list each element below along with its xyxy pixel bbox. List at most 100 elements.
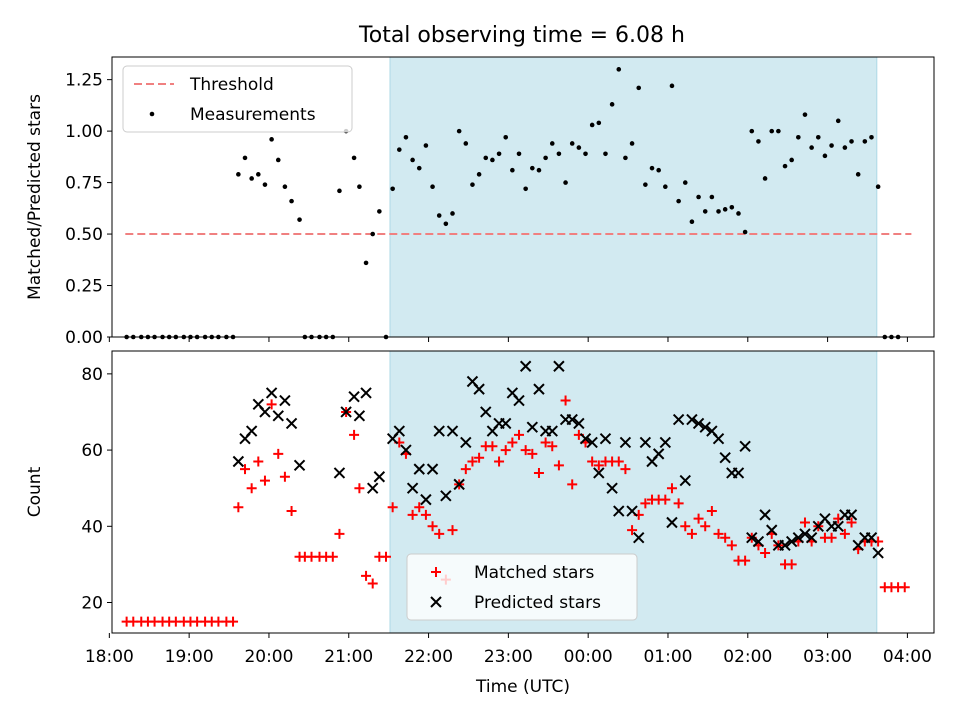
measurement-point bbox=[436, 213, 442, 218]
y-axis-label: Count bbox=[25, 466, 45, 517]
predicted-star-point bbox=[686, 413, 698, 426]
measurement-point bbox=[796, 134, 801, 140]
y-tick-label: 0.75 bbox=[65, 174, 103, 194]
measurement-point bbox=[496, 151, 502, 157]
predicted-star-point bbox=[433, 425, 445, 437]
measurement-point bbox=[503, 134, 509, 140]
measurement-point bbox=[269, 137, 274, 142]
measurement-point bbox=[869, 134, 874, 140]
measurement-point bbox=[722, 207, 728, 212]
measurement-point bbox=[822, 153, 828, 159]
predicted-star-point bbox=[719, 451, 731, 464]
measurement-point bbox=[835, 118, 841, 124]
matched-star-point bbox=[846, 517, 857, 528]
measurement-point bbox=[463, 141, 469, 146]
predicted-star-point bbox=[586, 436, 598, 449]
measurement-point bbox=[297, 217, 302, 222]
matched-star-point bbox=[666, 483, 677, 494]
measurement-point bbox=[663, 184, 668, 190]
measurement-point bbox=[576, 145, 582, 150]
matched-star-point bbox=[434, 528, 445, 539]
matched-star-point bbox=[327, 551, 338, 562]
measurement-point bbox=[589, 122, 595, 128]
measurement-point bbox=[855, 172, 861, 177]
predicted-star-point bbox=[446, 425, 459, 437]
predicted-star-point bbox=[579, 432, 592, 445]
x-tick-label: 23:00 bbox=[484, 647, 533, 667]
matched-star-point bbox=[527, 448, 538, 459]
x-tick-label: 19:00 bbox=[165, 647, 214, 667]
matched-star-point bbox=[514, 429, 525, 440]
matched-star-point bbox=[240, 464, 251, 475]
predicted-star-point bbox=[872, 547, 884, 559]
predicted-star-point bbox=[732, 467, 745, 479]
measurement-point bbox=[242, 155, 248, 161]
matched-star-point bbox=[560, 395, 571, 406]
matched-star-point bbox=[414, 502, 425, 513]
y-tick-label: 40 bbox=[81, 517, 103, 537]
matched-star-point bbox=[367, 578, 378, 589]
matched-star-point bbox=[520, 445, 531, 456]
observing-interval-shade bbox=[389, 57, 877, 337]
matched-star-point bbox=[253, 456, 264, 467]
y-tick-label: 0.50 bbox=[65, 225, 103, 245]
predicted-star-point bbox=[519, 360, 532, 372]
measurement-point bbox=[815, 134, 821, 140]
matched-star-point bbox=[839, 528, 850, 539]
matched-star-point bbox=[620, 464, 631, 475]
predicted-star-point bbox=[865, 532, 878, 544]
predicted-star-point bbox=[792, 532, 805, 544]
measurement-point bbox=[377, 209, 382, 214]
matched-star-point bbox=[613, 456, 624, 467]
measurement-point bbox=[337, 188, 342, 194]
measurement-point bbox=[569, 141, 575, 146]
matched-star-point bbox=[460, 464, 471, 475]
legend-threshold-label: Threshold bbox=[189, 75, 274, 95]
y-tick-label: 60 bbox=[81, 441, 103, 461]
measurement-point bbox=[842, 145, 848, 150]
measurement-point bbox=[636, 85, 642, 91]
axes-frame bbox=[111, 350, 935, 634]
predicted-star-point bbox=[566, 413, 578, 426]
measurement-point bbox=[357, 184, 362, 190]
matched-star-point bbox=[680, 521, 691, 532]
measurement-point bbox=[397, 147, 402, 152]
measurement-point bbox=[862, 139, 868, 144]
measurement-point bbox=[729, 204, 735, 210]
measurement-point bbox=[656, 167, 661, 173]
matched-star-point bbox=[720, 532, 731, 543]
axes-frame bbox=[111, 56, 935, 338]
y-tick-label: 0.25 bbox=[65, 277, 103, 297]
matched-star-point bbox=[706, 506, 717, 517]
x-tick-label: 03:00 bbox=[803, 647, 852, 667]
matched-star-point bbox=[361, 570, 372, 581]
matched-star-point bbox=[487, 441, 498, 452]
predicted-star-point bbox=[699, 421, 711, 433]
predicted-star-point bbox=[453, 478, 465, 491]
predicted-star-point bbox=[672, 413, 685, 426]
predicted-star-point bbox=[613, 505, 625, 517]
legend-measurements-swatch bbox=[149, 111, 155, 117]
matched-star-point bbox=[407, 509, 418, 520]
matched-star-point bbox=[228, 616, 239, 627]
matched-star-point bbox=[799, 517, 810, 528]
matched-star-point bbox=[334, 528, 345, 539]
measurement-point bbox=[756, 139, 761, 144]
matched-star-point bbox=[349, 429, 360, 440]
predicted-star-point bbox=[500, 417, 512, 430]
predicted-star-point bbox=[460, 436, 472, 449]
predicted-star-point bbox=[633, 532, 645, 544]
x-tick-label: 01:00 bbox=[643, 647, 692, 667]
measurement-point bbox=[430, 184, 435, 190]
matched-star-point bbox=[387, 502, 398, 513]
matched-star-point bbox=[494, 456, 505, 467]
x-tick-label: 21:00 bbox=[324, 647, 373, 667]
x-tick-label: 02:00 bbox=[723, 647, 772, 667]
legend-matched-label: Matched stars bbox=[474, 563, 594, 583]
measurement-point bbox=[716, 209, 721, 214]
measurement-point bbox=[749, 128, 755, 134]
matched-star-point bbox=[259, 475, 270, 486]
matched-star-point bbox=[427, 521, 438, 532]
measurement-point bbox=[363, 260, 369, 266]
predicted-star-point bbox=[746, 532, 758, 544]
